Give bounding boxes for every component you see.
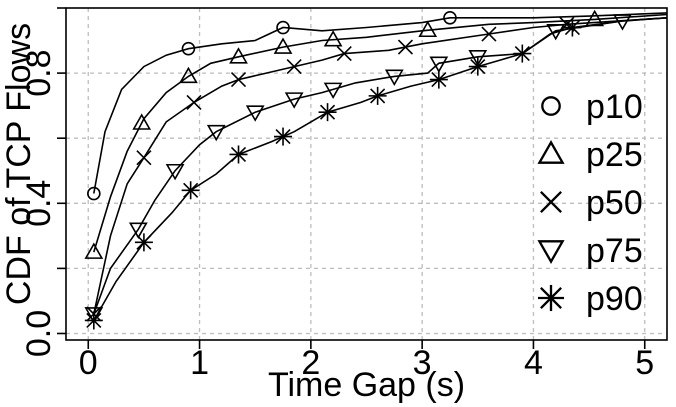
marker-p75	[613, 14, 632, 31]
series-lines	[93, 12, 668, 321]
marker-p25	[273, 37, 293, 54]
marker-p25	[84, 242, 104, 259]
marker-p50	[336, 46, 352, 62]
marker-p90	[513, 44, 532, 63]
marker-p50	[230, 72, 247, 88]
legend-label-p75: p75	[586, 232, 643, 270]
marker-p10	[87, 186, 101, 201]
marker-p10	[443, 10, 457, 25]
legend-label-p90: p90	[586, 280, 643, 318]
legend: p10 p25 p50 p75 p90	[537, 88, 643, 318]
marker-p75	[468, 50, 488, 67]
series-line-p25	[93, 13, 668, 253]
series-line-p75	[93, 17, 668, 315]
marker-p10	[276, 20, 290, 35]
marker-p25	[585, 9, 605, 27]
marker-p25	[323, 30, 343, 47]
marker-p50	[136, 150, 152, 166]
marker-p90	[429, 70, 448, 89]
x-tick-label: 5	[635, 344, 654, 382]
marker-p90	[468, 57, 487, 76]
marker-p75	[429, 56, 449, 73]
series-line-p10	[93, 12, 668, 194]
marker-p75	[546, 23, 566, 41]
marker-p75	[165, 163, 185, 181]
legend-label-p50: p50	[586, 184, 643, 222]
marker-p90	[181, 181, 200, 200]
legend-marker-p10	[541, 96, 561, 116]
legend-label-p25: p25	[586, 136, 643, 174]
x-tick-label: 4	[524, 344, 543, 382]
marker-p75	[284, 92, 304, 109]
marker-p90	[134, 233, 153, 252]
series-line-p90	[93, 17, 668, 321]
marker-p25	[132, 113, 152, 130]
series-markers	[84, 9, 632, 330]
legend-entry-p75: p75	[537, 232, 643, 270]
y-axis-title: CDF of TCP Flows	[0, 23, 38, 305]
marker-p50	[186, 94, 202, 110]
axis-ticks: 0 1 2 3 4 5 0.0 0.4 0.8	[20, 7, 654, 382]
marker-p50	[286, 59, 302, 75]
legend-entry-p10: p10	[541, 88, 643, 126]
marker-p90	[84, 311, 103, 330]
marker-p25	[418, 20, 438, 38]
marker-p75	[206, 124, 226, 142]
x-tick-label: 2	[301, 344, 320, 382]
marker-p50	[397, 39, 414, 55]
marker-p75	[323, 82, 343, 99]
legend-marker-p90	[537, 284, 565, 312]
legend-marker-p50	[540, 191, 562, 213]
marker-p75	[84, 307, 104, 324]
marker-p75	[245, 105, 265, 122]
marker-p50	[481, 26, 497, 42]
marker-p90	[274, 127, 293, 146]
x-tick-label: 1	[190, 344, 209, 382]
marker-p90	[229, 145, 248, 164]
legend-entry-p25: p25	[537, 136, 643, 174]
x-axis-title: Time Gap (s)	[268, 366, 465, 404]
marker-p25	[179, 66, 198, 84]
legend-entry-p50: p50	[540, 184, 643, 222]
y-tick-label: 0.4	[20, 180, 58, 227]
legend-marker-p25	[537, 140, 565, 164]
y-tick-label: 0.0	[20, 310, 58, 357]
marker-p25	[229, 47, 248, 64]
marker-p10	[181, 41, 196, 56]
x-tick-label: 0	[79, 344, 98, 382]
marker-p75	[128, 222, 148, 239]
legend-entry-p90: p90	[537, 280, 643, 318]
y-tick-label: 0.8	[20, 49, 58, 96]
plot-frame	[65, 7, 668, 341]
legend-marker-p75	[537, 240, 565, 264]
x-tick-label: 3	[413, 344, 432, 382]
marker-p90	[368, 86, 387, 105]
marker-p75	[384, 69, 404, 86]
grid-lines	[66, 7, 667, 340]
series-line-p50	[93, 17, 668, 315]
marker-p90	[563, 18, 582, 37]
legend-label-p10: p10	[586, 88, 643, 126]
marker-p90	[318, 103, 337, 122]
